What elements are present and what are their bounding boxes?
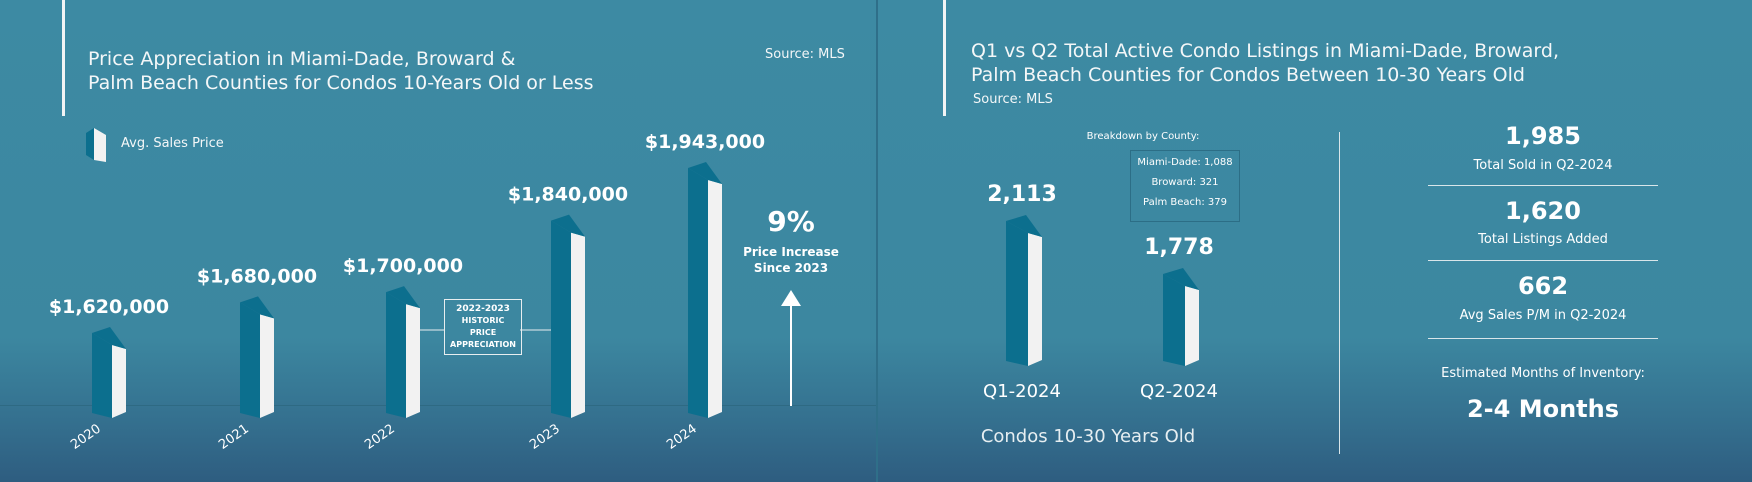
stat-added-value: 1,620 xyxy=(1505,197,1581,225)
listings-data-label-0: 2,113 xyxy=(987,182,1057,207)
listings-bar-1 xyxy=(1163,268,1199,366)
vertical-divider xyxy=(1339,132,1340,454)
source-label: Source: MLS xyxy=(765,47,845,62)
price-bar-2 xyxy=(386,286,420,418)
callout-line-1: 2022-2023 xyxy=(456,304,510,314)
legend-label: Avg. Sales Price xyxy=(121,136,224,151)
footer-label: Condos 10-30 Years Old xyxy=(980,426,1196,447)
baseline xyxy=(0,405,877,406)
breakdown-title: Breakdown by County: xyxy=(1086,131,1200,142)
panel-divider xyxy=(876,0,878,482)
stat-avg-value: 662 xyxy=(1517,272,1569,300)
year-label-2021: 2021 xyxy=(216,421,252,452)
stat-divider xyxy=(1428,338,1658,339)
stat-added-label: Total Listings Added xyxy=(1478,232,1608,247)
price-data-label-2: $1,700,000 xyxy=(343,255,463,277)
stat-divider xyxy=(1428,260,1658,261)
inventory-label: Estimated Months of Inventory: xyxy=(1441,366,1645,381)
stat-sold-label: Total Sold in Q2-2024 xyxy=(1473,158,1613,173)
inventory-value: 2-4 Months xyxy=(1466,395,1619,423)
price-data-label-3: $1,840,000 xyxy=(508,184,628,206)
source-label: Source: MLS xyxy=(973,92,1053,107)
quarter-label-Q1-2024: Q1-2024 xyxy=(983,381,1061,402)
callout-line-3: APPRECIATION xyxy=(450,340,516,349)
price-bar-4 xyxy=(688,162,722,418)
breakdown-miami-dade: Miami-Dade: 1,088 xyxy=(1137,157,1233,168)
stat-avg-label: Avg Sales P/M in Q2-2024 xyxy=(1459,308,1627,323)
price-data-label-4: $1,943,000 xyxy=(645,131,765,153)
breakdown-palm-beach: Palm Beach: 379 xyxy=(1142,197,1228,208)
year-label-2024: 2024 xyxy=(664,421,700,452)
price-bar-3 xyxy=(551,214,585,418)
listings-bar-0 xyxy=(1006,215,1042,366)
price-bar-1 xyxy=(240,296,274,418)
price-bar-0 xyxy=(92,327,126,418)
up-arrow-icon xyxy=(781,290,801,406)
stat-sold-value: 1,985 xyxy=(1505,122,1581,150)
breakdown-broward: Broward: 321 xyxy=(1151,177,1219,188)
year-label-2022: 2022 xyxy=(362,421,398,452)
increase-text-2: Since 2023 xyxy=(753,261,829,275)
title-line-2: Palm Beach Counties for Condos 10-Years … xyxy=(88,72,594,94)
listings-data-label-1: 1,778 xyxy=(1144,235,1214,260)
title-line-2: Palm Beach Counties for Condos Between 1… xyxy=(971,64,1525,86)
callout-box: 2022-2023 HISTORIC PRICE APPRECIATION xyxy=(444,299,522,355)
increase-text-1: Price Increase xyxy=(743,245,839,259)
accent-bar xyxy=(62,0,65,116)
stat-divider xyxy=(1428,185,1658,186)
increase-percent: 9% xyxy=(767,205,815,238)
breakdown-box: Miami-Dade: 1,088 Broward: 321 Palm Beac… xyxy=(1130,150,1240,222)
right-panel: Q1 vs Q2 Total Active Condo Listings in … xyxy=(878,0,1752,482)
callout-line-2: HISTORIC PRICE xyxy=(461,316,505,337)
title-line-1: Price Appreciation in Miami-Dade, Browar… xyxy=(88,48,516,70)
price-data-label-0: $1,620,000 xyxy=(49,296,169,318)
left-panel: Price Appreciation in Miami-Dade, Browar… xyxy=(0,0,877,452)
year-label-2023: 2023 xyxy=(527,421,563,452)
legend-bar-icon xyxy=(86,128,106,162)
chart-title: Price Appreciation in Miami-Dade, Browar… xyxy=(88,47,594,95)
title-line-1: Q1 vs Q2 Total Active Condo Listings in … xyxy=(971,40,1559,62)
right-bar-chart: 2,113 Q1-2024 1,778 Q2-2024 xyxy=(983,182,1218,402)
price-data-label-1: $1,680,000 xyxy=(197,265,317,287)
quarter-label-Q2-2024: Q2-2024 xyxy=(1140,381,1218,402)
increase-annotation: 9% Price Increase Since 2023 xyxy=(731,205,851,276)
chart-title: Q1 vs Q2 Total Active Condo Listings in … xyxy=(971,39,1559,87)
left-bar-chart: $1,620,000 2020 $1,680,000 2021 $1,700,000 20… xyxy=(49,131,765,452)
year-label-2020: 2020 xyxy=(68,421,104,452)
accent-bar xyxy=(943,0,946,116)
